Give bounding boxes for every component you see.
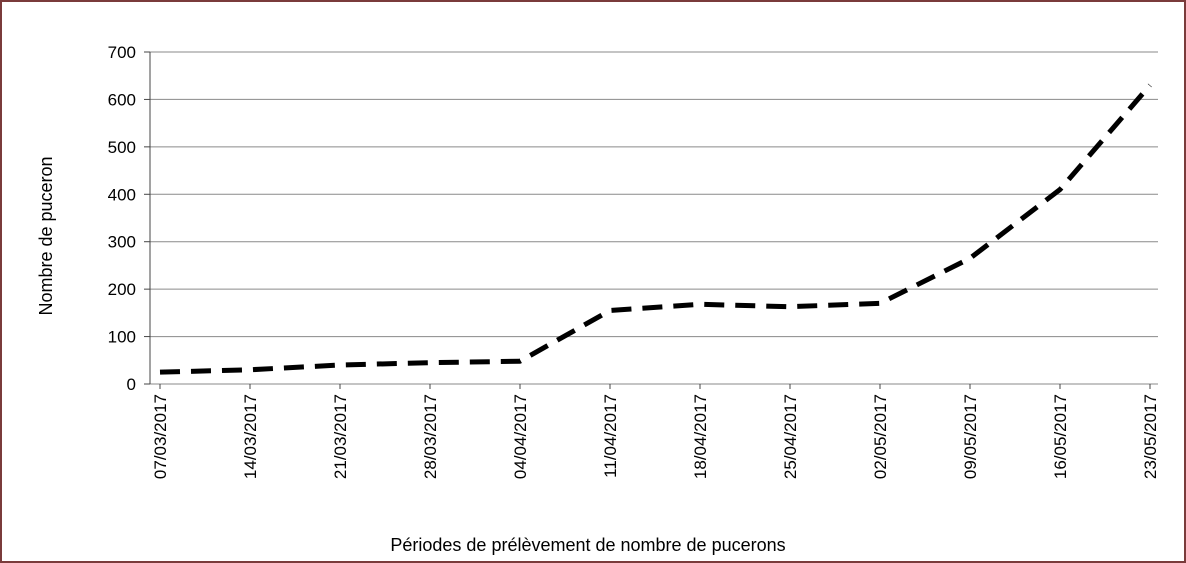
- y-axis-label: Nombre de puceron: [36, 156, 56, 315]
- y-tick-label: 700: [108, 43, 136, 62]
- y-tick-label: 300: [108, 233, 136, 252]
- data-line: [159, 83, 1152, 375]
- x-axis-label: Périodes de prélèvement de nombre de puc…: [390, 535, 785, 555]
- x-tick-label: 18/04/2017: [691, 394, 710, 479]
- y-tick-label: 0: [127, 375, 136, 394]
- x-tick-label: 04/04/2017: [511, 394, 530, 479]
- x-tick-label: 02/05/2017: [871, 394, 890, 479]
- y-tick-label: 100: [108, 328, 136, 347]
- x-tick-label: 23/05/2017: [1141, 394, 1160, 479]
- y-tick-label: 400: [108, 185, 136, 204]
- x-tick-label: 16/05/2017: [1051, 394, 1070, 479]
- x-tick-label: 07/03/2017: [151, 394, 170, 479]
- x-tick-label: 28/03/2017: [421, 394, 440, 479]
- x-tick-label: 09/05/2017: [961, 394, 980, 479]
- x-tick-label: 21/03/2017: [331, 394, 350, 479]
- y-tick-label: 500: [108, 138, 136, 157]
- x-tick-label: 11/04/2017: [601, 394, 620, 478]
- x-tick-label: 14/03/2017: [241, 394, 260, 479]
- y-tick-label: 200: [108, 280, 136, 299]
- y-tick-label: 600: [108, 90, 136, 109]
- x-tick-label: 25/04/2017: [781, 394, 800, 479]
